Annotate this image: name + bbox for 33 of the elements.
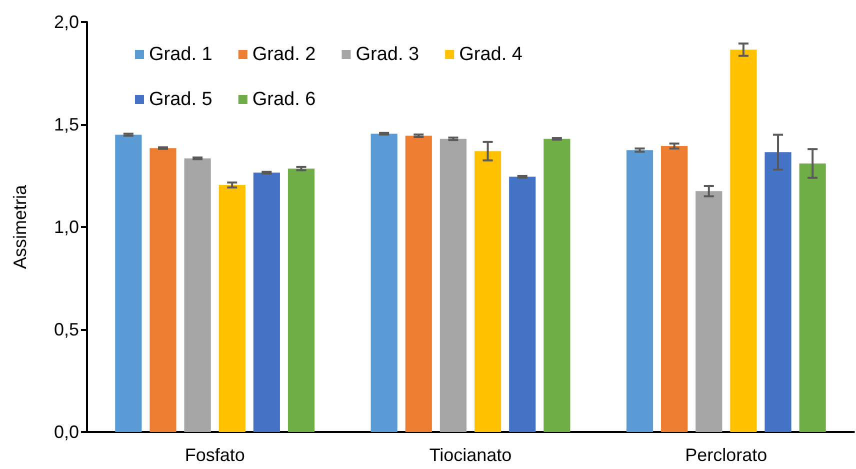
legend-label: Grad. 1: [149, 44, 212, 65]
y-tick-label: 0,0: [54, 422, 79, 442]
x-tick-label: Tiocianato: [429, 445, 512, 465]
legend-label: Grad. 3: [356, 44, 420, 65]
bar: [544, 138, 570, 432]
legend-label: Grad. 4: [459, 44, 523, 65]
bar: [253, 172, 280, 432]
bar: [696, 191, 722, 432]
bar: [509, 176, 536, 432]
legend-label: Grad. 6: [252, 89, 316, 110]
legend-label: Grad. 5: [149, 89, 212, 110]
y-tick-label: 0,5: [54, 320, 79, 340]
bar: [405, 136, 432, 432]
x-tick-label: Perclorato: [685, 445, 768, 465]
bar: [288, 168, 315, 432]
bar: [799, 163, 826, 432]
bar: [370, 134, 398, 432]
legend-label: Grad. 2: [252, 44, 316, 65]
bar: [440, 138, 467, 432]
bar: [184, 158, 211, 432]
bar: [764, 152, 792, 432]
bar: [661, 146, 688, 432]
y-tick-label: 1,5: [54, 114, 79, 134]
y-axis-title: Assimetria: [10, 184, 30, 270]
bar: [730, 50, 757, 432]
bar: [150, 148, 176, 432]
bar: [474, 151, 502, 432]
x-tick-label: Fosfato: [184, 445, 245, 465]
bar: [626, 150, 654, 432]
bar: [218, 184, 246, 432]
y-tick-label: 2,0: [54, 12, 79, 32]
bar: [115, 134, 142, 432]
y-tick-label: 1,0: [54, 217, 79, 237]
